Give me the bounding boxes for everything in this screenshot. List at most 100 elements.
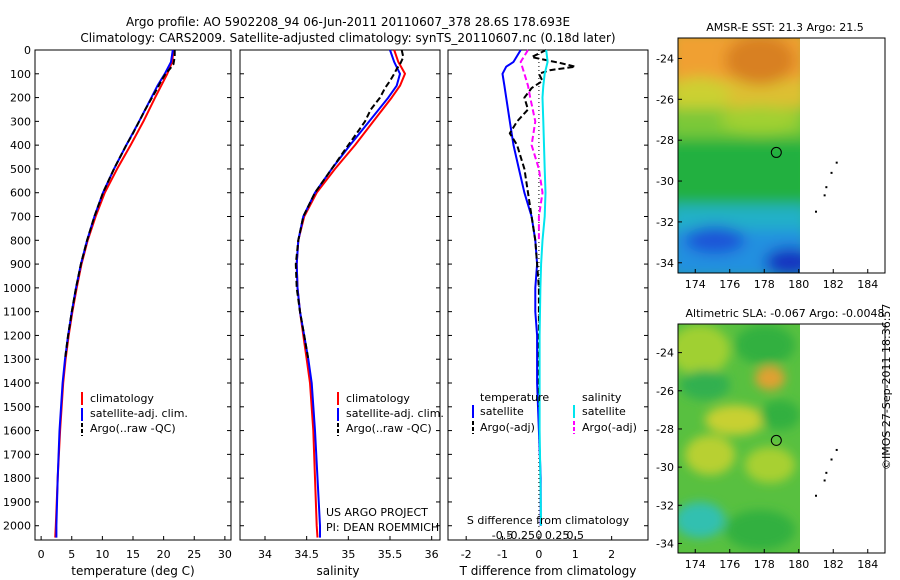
x-tick-label: 20 — [157, 548, 171, 561]
y-tick-label: 1500 — [3, 401, 31, 414]
y-tick-label: 400 — [10, 139, 31, 152]
y-tick-label: 1400 — [3, 377, 31, 390]
series-line-argo-raw-qc — [64, 50, 176, 360]
x-tick-label: 1 — [572, 548, 579, 561]
y-tick-label: 1300 — [3, 353, 31, 366]
sst-heatmap — [678, 38, 800, 273]
series-line-s-argo-adj — [519, 49, 544, 241]
y-tick-label: 700 — [10, 211, 31, 224]
map-x-tick-label: 174 — [685, 278, 706, 291]
series-line-argo-raw-qc — [294, 49, 405, 360]
y-tick-label: 800 — [10, 234, 31, 247]
x-tick-label: 25 — [187, 548, 201, 561]
map-y-tick-label: -30 — [656, 175, 674, 188]
argo-position-marker — [770, 146, 782, 158]
pi-label: PI: DEAN ROEMMICH — [326, 521, 439, 534]
y-tick-label: 300 — [10, 115, 31, 128]
y-tick-label: 900 — [10, 258, 31, 271]
x-tick-label: 15 — [126, 548, 140, 561]
s-difference-xlabel: S difference from climatology — [467, 514, 630, 527]
series-line-satellite-adj-clim — [295, 49, 401, 538]
x-tick-label: 34 — [258, 548, 272, 561]
x-tick-label: 30 — [218, 548, 232, 561]
salinity-legend: climatology satellite-adj. clim. Argo(..… — [337, 392, 444, 436]
y-tick-label: 1100 — [3, 306, 31, 319]
map-x-tick-label: 180 — [788, 558, 809, 571]
sst-map-title: AMSR-E SST: 21.3 Argo: 21.5 — [706, 21, 864, 34]
map-y-tick-label: -34 — [656, 257, 674, 270]
map-y-tick-label: -24 — [656, 347, 674, 360]
y-tick-label: 500 — [10, 163, 31, 176]
x-tick-label: 36 — [425, 548, 439, 561]
sst-axes-frame — [677, 37, 886, 274]
legend-label-argo: Argo(..raw -QC) — [90, 422, 176, 435]
map-y-tick-label: -28 — [656, 134, 674, 147]
s-tick-label: 0 — [535, 529, 542, 542]
x-tick-label: 35 — [341, 548, 355, 561]
temperature-panel: 0100200300400500600700800900100011001200… — [3, 44, 232, 578]
x-tick-label: 0 — [38, 548, 45, 561]
salinity-panel: 34 34.5 35 35.5 36 salinity climatology sate… — [239, 49, 444, 578]
temperature-xlabel: temperature (deg C) — [71, 564, 194, 578]
map-y-tick-label: -32 — [656, 216, 674, 229]
s-tick-label: 0.5 — [567, 529, 585, 542]
imos-stamp: ©IMOS 27-Sep-2011 18:36:57 — [880, 304, 893, 470]
island-dot — [835, 448, 838, 451]
island-dot — [815, 210, 817, 213]
legend-title-salinity: salinity — [582, 391, 622, 404]
legend-label-argo: Argo(..raw -QC) — [346, 422, 432, 435]
s-tick-label: -0.25 — [506, 529, 534, 542]
series-line-climatology — [295, 49, 406, 538]
y-tick-label: 200 — [10, 92, 31, 105]
map-y-tick-label: -28 — [656, 423, 674, 436]
figure-title-line1: Argo profile: AO 5902208_94 06-Jun-2011 … — [126, 15, 570, 29]
island-dot — [825, 186, 828, 189]
s-tick-label: -0.5 — [492, 529, 513, 542]
legend-label-s-satellite: satellite — [582, 405, 626, 418]
x-tick-label: 5 — [68, 548, 75, 561]
map-y-tick-label: -24 — [656, 52, 674, 65]
project-label: US ARGO PROJECT — [326, 506, 428, 519]
map-y-tick-label: -32 — [656, 499, 674, 512]
legend-label-climatology: climatology — [90, 392, 154, 405]
legend-label-climatology: climatology — [346, 392, 410, 405]
y-tick-label: 600 — [10, 187, 31, 200]
series-line-t-argo-adj — [508, 49, 577, 407]
map-y-tick-label: -26 — [656, 385, 674, 398]
salinity-xlabel: salinity — [316, 564, 359, 578]
sla-map-title: Altimetric SLA: -0.067 Argo: -0.0048 — [686, 307, 885, 320]
temperature-axes-frame — [34, 49, 232, 541]
legend-label-t-argo: Argo(-adj) — [480, 421, 535, 434]
legend-label-satellite: satellite-adj. clim. — [90, 407, 188, 420]
y-tick-label: 1900 — [3, 496, 31, 509]
map-x-tick-label: 174 — [685, 558, 706, 571]
legend-label-satellite: satellite-adj. clim. — [346, 407, 444, 420]
map-x-tick-label: 178 — [754, 278, 775, 291]
legend-title-temperature: temperature — [480, 391, 549, 404]
s-tick-label: 0.25 — [545, 529, 570, 542]
island-dot — [830, 458, 833, 461]
legend-label-t-satellite: satellite — [480, 405, 524, 418]
map-x-tick-label: 180 — [788, 278, 809, 291]
map-x-tick-label: 184 — [857, 558, 878, 571]
map-x-tick-label: 176 — [719, 558, 740, 571]
y-tick-label: 2000 — [3, 520, 31, 533]
x-tick-label: -2 — [461, 548, 472, 561]
map-y-tick-label: -26 — [656, 93, 674, 106]
legend-label-s-argo: Argo(-adj) — [582, 421, 637, 434]
map-y-tick-label: -30 — [656, 461, 674, 474]
difference-panel: -2 -1 0 1 2 -0.5-0.25 0 0.250.5 S difference fr… — [447, 49, 649, 578]
sst-map-panel: AMSR-E SST: 21.3 Argo: 21.5 174 176 178 180… — [656, 21, 886, 291]
x-tick-label: -1 — [497, 548, 508, 561]
temperature-legend: climatology satellite-adj. clim. Argo(..… — [81, 392, 188, 436]
sla-map-panel: Altimetric SLA: -0.067 Argo: -0.0048 174… — [656, 307, 886, 571]
y-tick-label: 1800 — [3, 472, 31, 485]
map-x-tick-label: 184 — [857, 278, 878, 291]
x-tick-label: 2 — [608, 548, 615, 561]
map-x-tick-label: 182 — [823, 558, 844, 571]
island-dot — [825, 471, 828, 474]
island-dot — [830, 171, 833, 174]
island-dot — [835, 161, 838, 164]
t-difference-xlabel: T difference from climatology — [459, 564, 637, 578]
map-x-tick-label: 178 — [754, 558, 775, 571]
